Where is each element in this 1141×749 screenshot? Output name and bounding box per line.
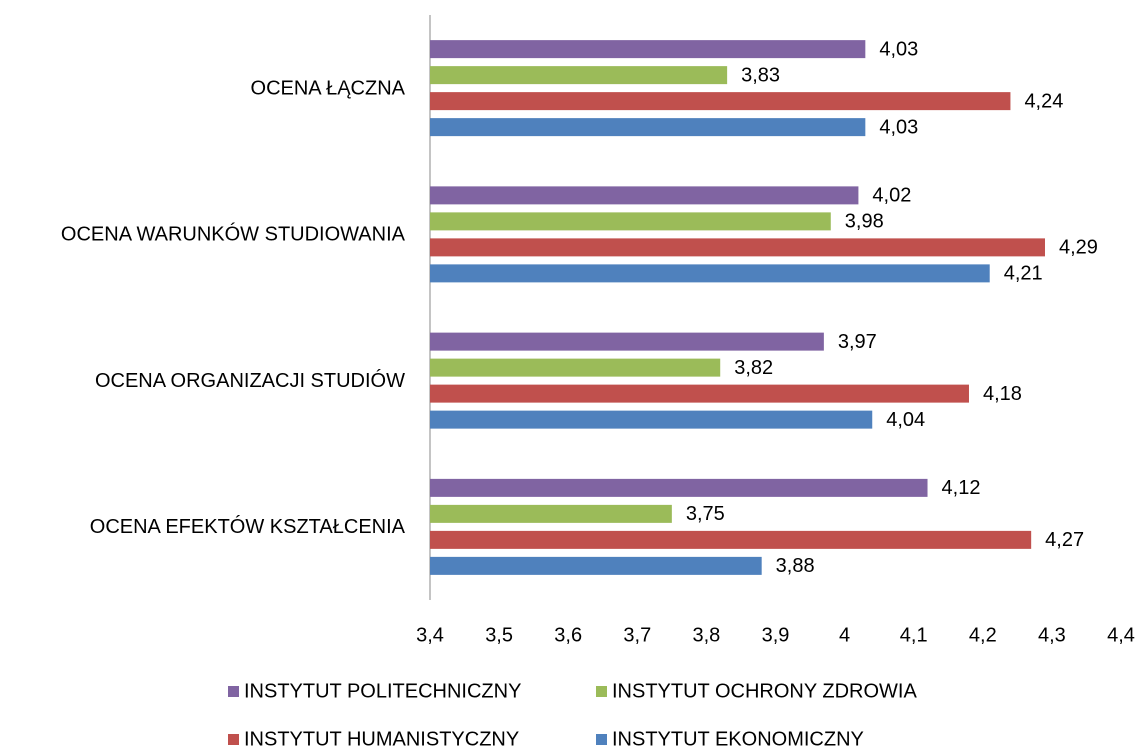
value-label: 4,24 xyxy=(1024,90,1063,112)
value-label: 4,27 xyxy=(1045,529,1084,551)
bar xyxy=(430,238,1045,257)
value-label: 3,75 xyxy=(686,503,725,525)
value-label: 3,88 xyxy=(776,555,815,577)
bar xyxy=(430,358,721,377)
value-label: 3,97 xyxy=(838,331,877,353)
value-label: 4,03 xyxy=(879,116,918,138)
x-tick-label: 3,9 xyxy=(762,624,790,646)
category-label: OCENA WARUNKÓW STUDIOWANIA xyxy=(61,223,406,246)
value-label: 3,98 xyxy=(845,211,884,233)
bar xyxy=(430,92,1011,111)
x-tick-label: 3,8 xyxy=(692,624,720,646)
x-tick-label: 4,1 xyxy=(900,624,928,646)
x-tick-label: 4,3 xyxy=(1038,624,1066,646)
bar xyxy=(430,118,866,137)
category-label: OCENA ORGANIZACJI STUDIÓW xyxy=(95,369,405,392)
category-label: OCENA EFEKTÓW KSZTAŁCENIA xyxy=(90,515,406,538)
value-label: 4,03 xyxy=(879,38,918,60)
x-tick-label: 4,2 xyxy=(969,624,997,646)
legend-swatch xyxy=(596,734,607,745)
bar xyxy=(430,384,969,403)
bar xyxy=(430,66,728,85)
bar xyxy=(430,212,831,231)
value-label: 4,02 xyxy=(872,185,911,207)
legend-label: INSTYTUT OCHRONY ZDROWIA xyxy=(612,680,917,702)
bar xyxy=(430,530,1032,549)
x-tick-label: 3,4 xyxy=(416,624,444,646)
bar xyxy=(430,40,866,59)
legend-swatch xyxy=(596,686,607,697)
x-tick-label: 4 xyxy=(839,624,850,646)
bar xyxy=(430,478,928,497)
bar xyxy=(430,556,762,575)
legend-label: INSTYTUT POLITECHNICZNY xyxy=(244,680,521,702)
legend-label: INSTYTUT HUMANISTYCZNY xyxy=(244,728,519,749)
legend-swatch xyxy=(228,686,239,697)
bar xyxy=(430,186,859,205)
value-label: 4,12 xyxy=(942,477,981,499)
x-tick-label: 4,4 xyxy=(1107,624,1135,646)
category-label: OCENA ŁĄCZNA xyxy=(251,77,406,99)
x-tick-label: 3,6 xyxy=(554,624,582,646)
value-label: 3,82 xyxy=(734,357,773,379)
value-label: 4,18 xyxy=(983,383,1022,405)
legend-swatch xyxy=(228,734,239,745)
bar xyxy=(430,504,672,523)
value-label: 4,21 xyxy=(1004,263,1043,285)
bar xyxy=(430,332,824,351)
x-tick-label: 3,7 xyxy=(623,624,651,646)
bar xyxy=(430,410,873,429)
x-tick-label: 3,5 xyxy=(485,624,513,646)
value-label: 4,29 xyxy=(1059,237,1098,259)
value-label: 4,04 xyxy=(886,409,925,431)
bar xyxy=(430,264,990,283)
legend-label: INSTYTUT EKONOMICZNY xyxy=(612,728,864,749)
value-label: 3,83 xyxy=(741,64,780,86)
